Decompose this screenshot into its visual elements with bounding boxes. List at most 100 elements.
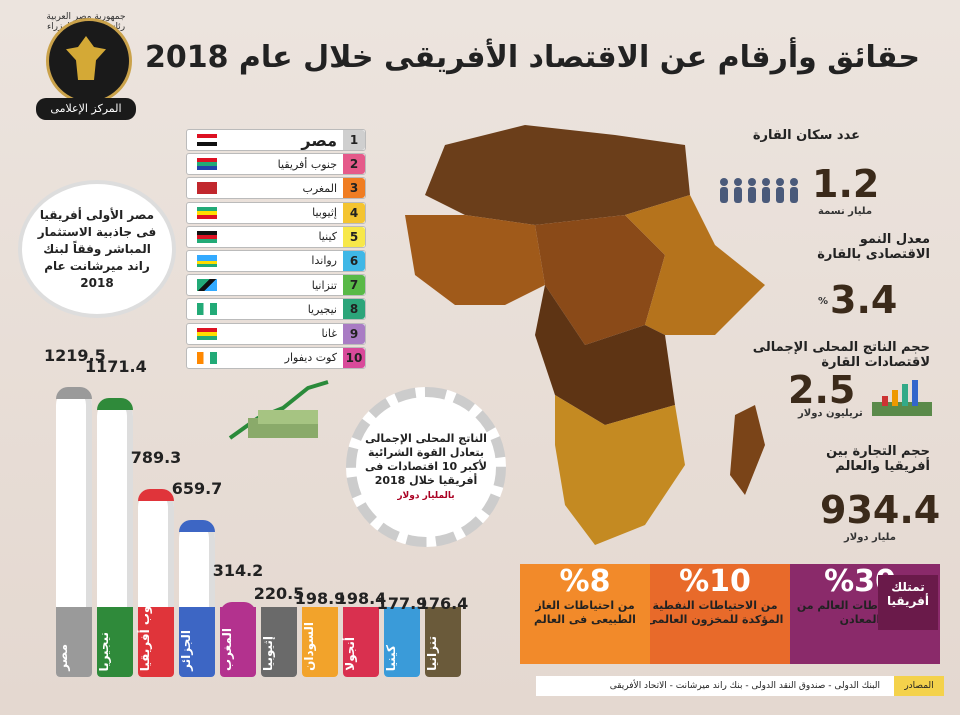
bar: مصر bbox=[56, 387, 92, 677]
ranking-number: 3 bbox=[343, 178, 365, 199]
morocco-flag-icon bbox=[197, 182, 217, 195]
bar-cap bbox=[56, 387, 92, 399]
gdp-bar-chart: مصر 1219.5 نيجيريا 1171.4 جنوب أفريقيا 789.3 ا… bbox=[44, 346, 468, 700]
bar-category-label: نيجيريا bbox=[97, 631, 111, 671]
growth-label: معدل النمو الاقتصادى بالقارة bbox=[817, 232, 930, 262]
population-unit: مليار نسمة bbox=[818, 206, 873, 217]
ranking-country: جنوب أفريقيا bbox=[277, 157, 337, 171]
ranking-row: 4 إثيوبيا bbox=[186, 201, 366, 224]
bar-value-label: 314.2 bbox=[212, 561, 264, 581]
ranking-country: إثيوبيا bbox=[312, 206, 337, 220]
sources-text: البنك الدولى - صندوق النقد الدولى - بنك … bbox=[609, 681, 880, 691]
ranking-country: تنزانيا bbox=[311, 278, 337, 292]
money-chart-icon bbox=[872, 378, 942, 422]
ranking-number: 9 bbox=[343, 323, 365, 344]
gdp-label: حجم الناتج المحلى الإجمالى لاقتصادات الق… bbox=[752, 340, 930, 370]
ranking-row: 3 المغرب bbox=[186, 177, 366, 200]
sources-label: المصادر bbox=[894, 676, 944, 696]
bar-category-label: أنجولا bbox=[343, 637, 357, 671]
south-africa-flag-icon bbox=[197, 158, 217, 171]
ranking-row: 5 كينيا bbox=[186, 225, 366, 248]
gdp-value: 2.5 bbox=[788, 368, 856, 412]
ranking-country: مصر bbox=[301, 130, 337, 150]
bar: تنزانيا bbox=[425, 607, 461, 677]
ranking-row: 9 غانا bbox=[186, 322, 366, 345]
bar-cap bbox=[138, 489, 174, 502]
gear-text: الناتج المحلى الإجمالى بتعادل القوة الشر… bbox=[365, 431, 487, 487]
ranking-row: 2 جنوب أفريقيا bbox=[186, 153, 366, 176]
ranking-number: 5 bbox=[343, 226, 365, 247]
ranking-country: كينيا bbox=[318, 230, 337, 244]
tanzania-flag-icon bbox=[197, 279, 217, 292]
banner-tag: تمتلك أفريقيا bbox=[878, 575, 938, 630]
logo-band: المركز الإعلامى bbox=[36, 98, 136, 120]
investment-ranking-list: 1 مصر 2 جنوب أفريقيا 3 المغرب 4 إثيوبيا … bbox=[186, 129, 366, 371]
ranking-row: 6 رواندا bbox=[186, 249, 366, 272]
banner-pct: %8 bbox=[559, 564, 611, 599]
bar-base bbox=[179, 607, 215, 677]
ranking-row: 10 كوت ديفوار bbox=[186, 346, 366, 369]
bar-base bbox=[384, 607, 420, 677]
map-north bbox=[425, 125, 690, 225]
growth-unit: % bbox=[818, 296, 829, 307]
population-label: عدد سكان القارة bbox=[752, 128, 860, 143]
bar: المغرب bbox=[220, 602, 256, 677]
sources-bar: البنك الدولى - صندوق النقد الدولى - بنك … bbox=[536, 676, 944, 696]
banner-pct: %10 bbox=[679, 564, 751, 599]
bar-base bbox=[220, 607, 256, 677]
ranking-country: رواندا bbox=[311, 254, 337, 268]
population-value: 1.2 bbox=[812, 162, 880, 206]
ranking-number: 8 bbox=[343, 299, 365, 320]
gdp-unit: تريليون دولار bbox=[798, 408, 863, 419]
banner-text: من الاحتياطات النفطية المؤكدة للمخزون ال… bbox=[646, 599, 784, 626]
ranking-number: 2 bbox=[343, 154, 365, 175]
bar-base bbox=[56, 607, 92, 677]
nigeria-flag-icon bbox=[197, 303, 217, 316]
bar-base bbox=[97, 607, 133, 677]
bar-category-label: الجزائر bbox=[179, 630, 193, 671]
bar-cap bbox=[97, 398, 133, 411]
bar-base bbox=[261, 607, 297, 677]
bar-category-label: السودان bbox=[302, 622, 316, 671]
bar-value-label: 198.4 bbox=[335, 588, 387, 608]
cabinet-logo: جمهورية مصر العربية رئاسة مجلس الوزراء ا… bbox=[36, 12, 136, 122]
trade-value: 934.4 bbox=[820, 488, 941, 532]
bar: جنوب أفريقيا bbox=[138, 489, 174, 677]
trade-unit: مليار دولار bbox=[844, 532, 896, 543]
ranking-row: 7 تنزانيا bbox=[186, 274, 366, 297]
cote-divoire-flag-icon bbox=[197, 351, 217, 364]
bar: إثيوبيا bbox=[261, 607, 297, 677]
bar-category-label: إثيوبيا bbox=[261, 636, 275, 671]
ethiopia-flag-icon bbox=[197, 206, 217, 219]
callout-text: مصر الأولى أفريقيا فى جاذبية الاستثمار ا… bbox=[37, 207, 157, 290]
bar-category-label: كينيا bbox=[384, 644, 398, 671]
map-west bbox=[405, 215, 545, 305]
bar-category-label: المغرب bbox=[220, 628, 234, 671]
map-central bbox=[535, 215, 665, 345]
bar: السودان bbox=[302, 607, 338, 677]
bar-cap bbox=[179, 520, 215, 533]
bar-base bbox=[343, 607, 379, 677]
bar-value-label: 198.9 bbox=[294, 588, 346, 608]
rwanda-flag-icon bbox=[197, 254, 217, 267]
bar-category-label: مصر bbox=[56, 644, 70, 671]
bar: أنجولا bbox=[343, 607, 379, 677]
ranking-country: المغرب bbox=[302, 181, 338, 195]
banner-gas: %8 من احتياطات الغاز الطبيعى فى العالم bbox=[520, 564, 650, 664]
bar-base bbox=[425, 607, 461, 677]
bar-value-label: 177.9 bbox=[376, 593, 428, 613]
bar-value-label: 176.4 bbox=[417, 594, 469, 614]
map-east bbox=[625, 195, 765, 335]
banner-text: من احتياطات الغاز الطبيعى فى العالم bbox=[534, 599, 636, 626]
ranking-row: 8 نيجيريا bbox=[186, 298, 366, 321]
banner-oil: %10 من الاحتياطات النفطية المؤكدة للمخزو… bbox=[640, 564, 790, 664]
bar: الجزائر bbox=[179, 520, 215, 677]
trade-label: حجم التجارة بين أفريقيا والعالم bbox=[826, 444, 930, 474]
bar-value-label: 220.5 bbox=[253, 583, 305, 603]
ranking-number: 7 bbox=[343, 275, 365, 296]
map-south bbox=[555, 395, 685, 545]
bar-category-label: تنزانيا bbox=[425, 636, 439, 671]
ranking-number: 1 bbox=[343, 130, 365, 150]
map-congo bbox=[535, 285, 675, 425]
ranking-number: 4 bbox=[343, 202, 365, 223]
